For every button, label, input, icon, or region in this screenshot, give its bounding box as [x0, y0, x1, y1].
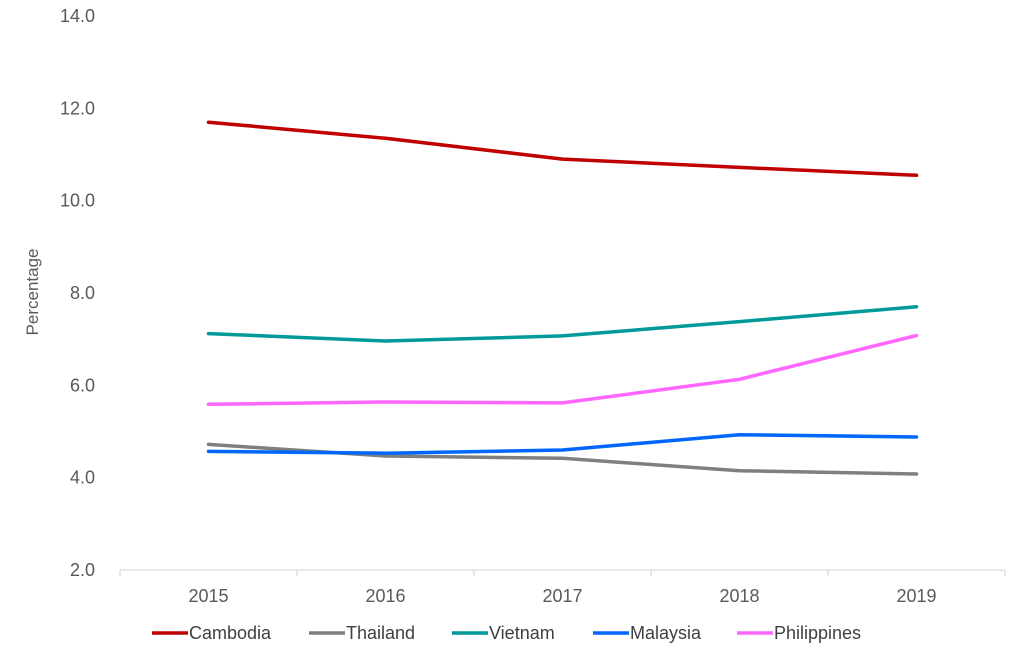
- y-tick-label: 8.0: [70, 283, 95, 303]
- legend-label-cambodia: Cambodia: [189, 623, 272, 643]
- y-tick-label: 12.0: [60, 98, 95, 118]
- x-tick-label: 2017: [542, 586, 582, 606]
- legend-label-vietnam: Vietnam: [489, 623, 555, 643]
- y-tick-label: 14.0: [60, 6, 95, 26]
- y-tick-label: 6.0: [70, 375, 95, 395]
- x-axis-ticks: 2015 2016 2017 2018 2019: [119, 570, 1006, 606]
- legend-label-philippines: Philippines: [774, 623, 861, 643]
- x-tick-label: 2016: [365, 586, 405, 606]
- series-line-vietnam: [206, 305, 919, 343]
- y-axis-ticks: 2.0 4.0 6.0 8.0 10.0 12.0 14.0: [60, 6, 95, 580]
- y-tick-label: 4.0: [70, 468, 95, 488]
- series-line-philippines: [206, 333, 919, 407]
- legend-label-malaysia: Malaysia: [630, 623, 702, 643]
- y-tick-label: 10.0: [60, 191, 95, 211]
- y-tick-label: 2.0: [70, 560, 95, 580]
- series-line-cambodia: [206, 120, 919, 178]
- x-tick-label: 2019: [896, 586, 936, 606]
- legend: Cambodia Thailand Vietnam Malaysia Philippin…: [152, 623, 861, 643]
- series-layer: [206, 120, 919, 476]
- y-axis-title: Percentage: [23, 249, 42, 336]
- legend-label-thailand: Thailand: [346, 623, 415, 643]
- x-tick-label: 2015: [188, 586, 228, 606]
- x-tick-label: 2018: [719, 586, 759, 606]
- series-line-malaysia: [206, 432, 919, 455]
